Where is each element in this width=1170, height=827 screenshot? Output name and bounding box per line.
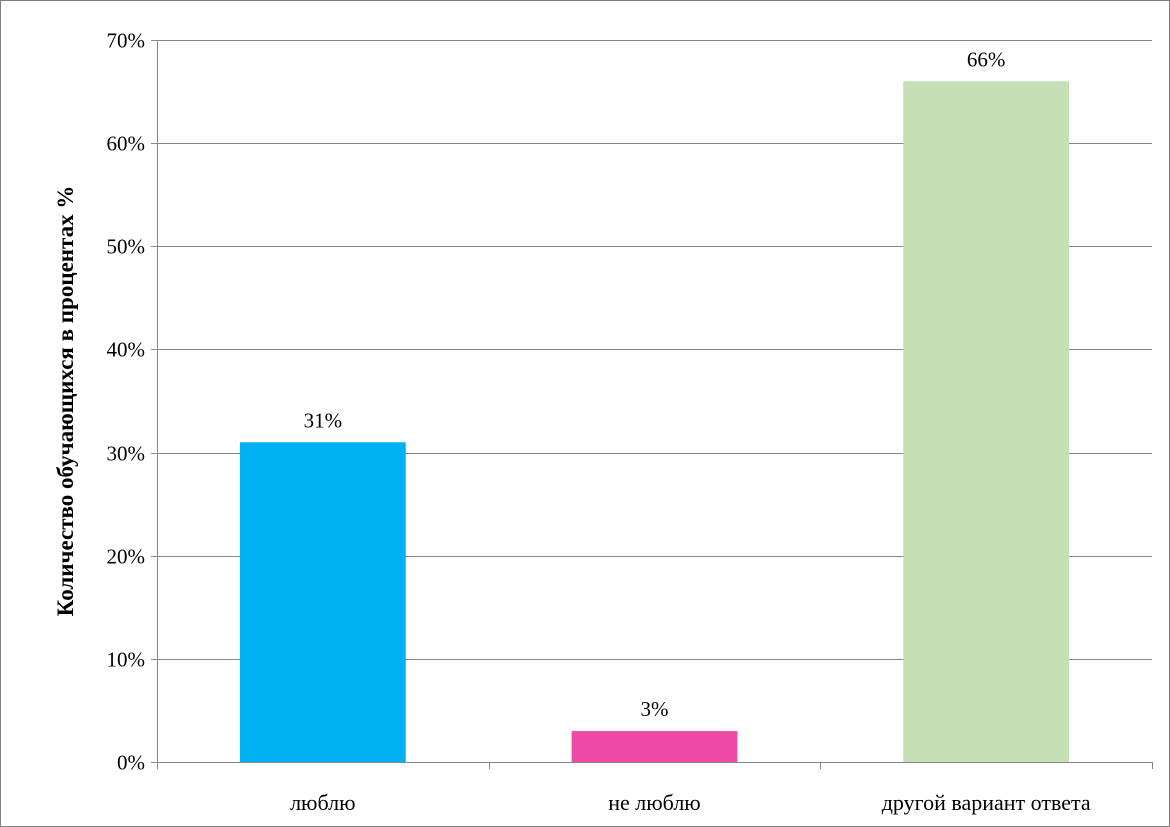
x-category-label: другой вариант ответа [882, 790, 1091, 815]
y-tick-label: 50% [107, 235, 146, 259]
x-category-label: не люблю [608, 790, 701, 815]
y-tick-label: 40% [107, 338, 146, 362]
y-tick-label: 0% [117, 751, 145, 775]
data-label: 66% [967, 47, 1006, 71]
data-label: 31% [304, 408, 343, 432]
bars [239, 81, 1070, 762]
x-axis: люблю не люблю другой вариант ответа [157, 762, 1153, 815]
bar [571, 731, 738, 762]
y-tick-label: 20% [107, 545, 146, 569]
y-axis-title: Количество обучающихся в процентах % [53, 186, 78, 617]
y-tick-label: 10% [107, 648, 146, 672]
data-label: 3% [641, 697, 669, 721]
bar [903, 81, 1070, 762]
x-category-label: люблю [290, 790, 355, 815]
labels: 31% 3% 66% [304, 47, 1006, 721]
y-tick-label: 60% [107, 132, 146, 156]
bar [239, 442, 406, 762]
y-tick-label: 70% [107, 29, 146, 53]
y-axis: 0% 10% 20% 30% 40% 50% 60% 70% [107, 29, 158, 775]
y-tick-label: 30% [107, 442, 146, 466]
